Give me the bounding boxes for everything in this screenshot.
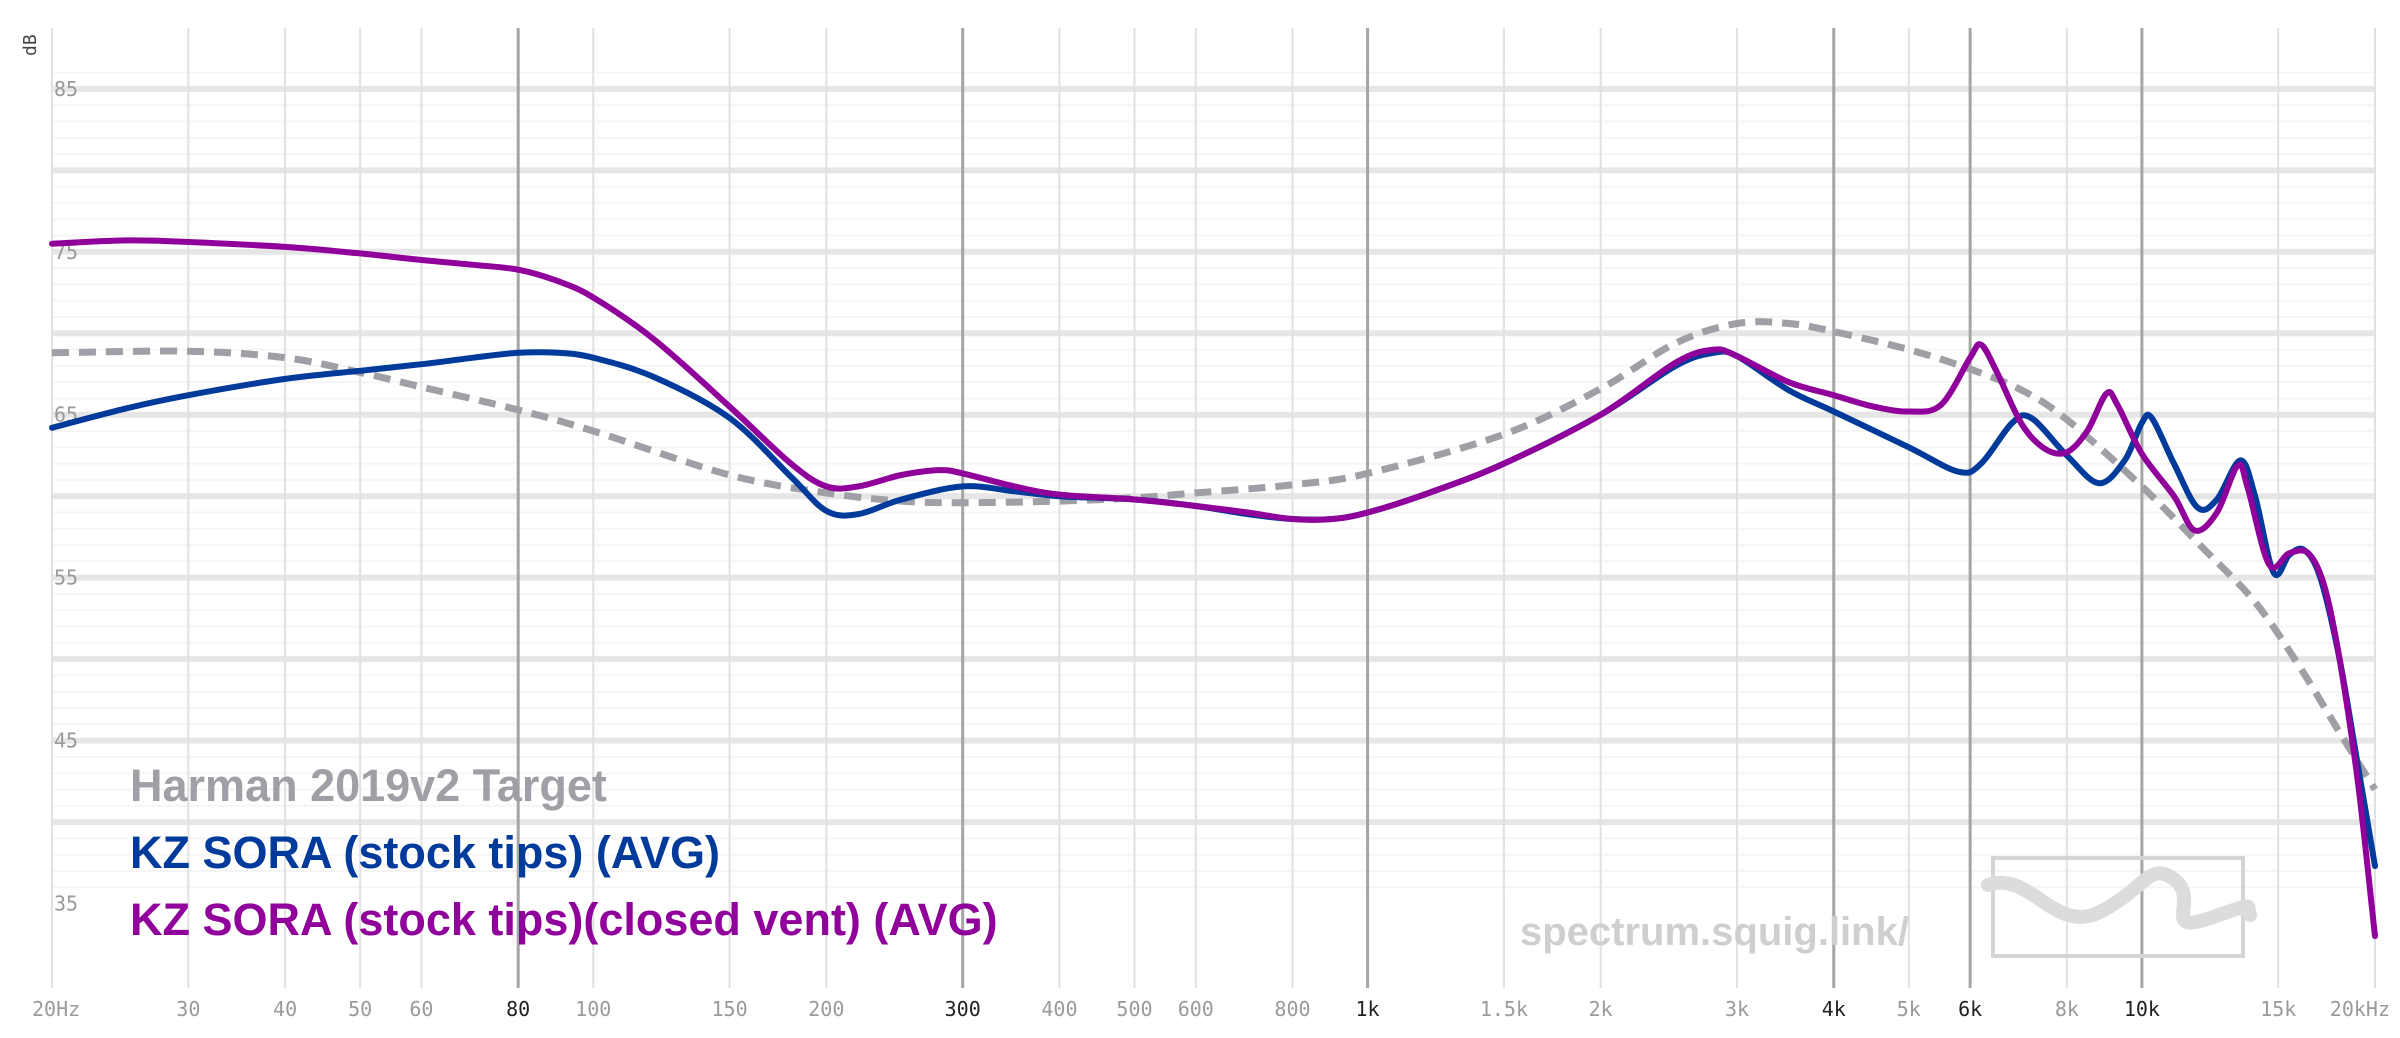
x-tick-label: 6k: [1958, 997, 1982, 1021]
y-tick-label: 45: [54, 729, 78, 753]
legend-series-stock-tips: KZ SORA (stock tips) (AVG): [130, 827, 720, 878]
y-tick-label: 55: [54, 566, 78, 590]
series-lines: [49, 237, 2378, 940]
legend-target-label: Harman 2019v2 Target: [130, 760, 607, 811]
y-tick-label: 35: [54, 892, 78, 916]
x-tick-label: 600: [1178, 997, 1214, 1021]
x-tick-label: 50: [348, 997, 372, 1021]
target-curve: [51, 318, 2378, 792]
x-tick-label: 15k: [2260, 997, 2296, 1021]
x-tick-label: 10k: [2124, 997, 2160, 1021]
x-tick-label: 100: [575, 997, 611, 1021]
x-tick-label: 300: [945, 997, 981, 1021]
x-tick-label: 40: [273, 997, 297, 1021]
x-tick-label: 800: [1274, 997, 1310, 1021]
series-closed-vent-curve: [49, 237, 2378, 940]
x-tick-label: 20kHz: [2330, 997, 2390, 1021]
x-tick-label: 1k: [1356, 997, 1380, 1021]
x-tick-label: 150: [712, 997, 748, 1021]
squiggle-logo-icon: [1981, 856, 2257, 958]
x-tick-label: 8k: [2055, 997, 2079, 1021]
x-tick-labels: 20Hz 30 40 50 60 80 100 150 200 300 400 500 600 800 1k…: [32, 997, 2390, 1021]
x-tick-label: 4k: [1822, 997, 1846, 1021]
x-tick-label: 200: [808, 997, 844, 1021]
x-tick-label: 500: [1116, 997, 1152, 1021]
x-tick-label: 2k: [1589, 997, 1613, 1021]
x-tick-label: 3k: [1725, 997, 1749, 1021]
x-tick-label: 5k: [1897, 997, 1921, 1021]
x-tick-label: 80: [506, 997, 530, 1021]
x-tick-label: 20Hz: [32, 997, 80, 1021]
x-gridlines: [51, 28, 2376, 988]
y-tick-label: 85: [54, 77, 78, 101]
legend-series-closed-vent: KZ SORA (stock tips)(closed vent) (AVG): [130, 894, 998, 945]
x-tick-label: 60: [409, 997, 433, 1021]
x-tick-label: 400: [1041, 997, 1077, 1021]
y-axis-label: dB: [20, 34, 41, 56]
watermark-text: spectrum.squig.link/: [1520, 910, 1909, 954]
x-tick-label: 1.5k: [1480, 997, 1528, 1021]
x-tick-label: 30: [176, 997, 200, 1021]
y-gridlines: [52, 71, 2375, 889]
